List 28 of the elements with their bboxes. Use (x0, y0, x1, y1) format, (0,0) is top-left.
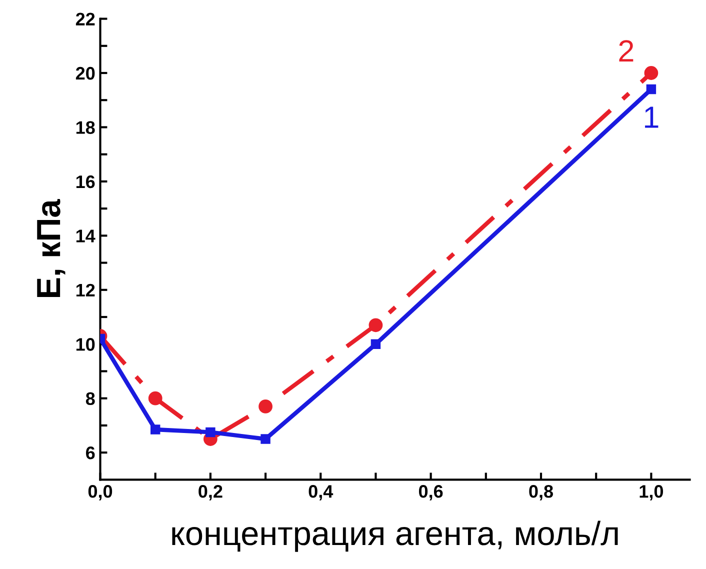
x-tick-label: 0,8 (529, 485, 554, 500)
y-tick-label: 14 (76, 230, 96, 242)
y-tick-label: 6 (86, 446, 95, 460)
x-tick-label: 0,6 (418, 485, 443, 500)
y-tick-label: 8 (86, 392, 95, 406)
x-tick-label: 0,0 (88, 485, 112, 500)
y-tick-label: 16 (76, 175, 95, 188)
series-label: 2 (619, 40, 634, 62)
point (646, 84, 656, 94)
point (370, 339, 381, 349)
y-tick-label: 18 (76, 121, 95, 134)
point (206, 427, 216, 438)
y-tick-label: 20 (76, 66, 95, 80)
point (644, 66, 658, 80)
x-tick-label: 0,4 (308, 485, 334, 500)
point (260, 434, 270, 444)
x-axis-title: концентрация агента, моль/л (172, 520, 618, 552)
point (368, 318, 383, 332)
point (148, 391, 162, 406)
y-tick-label: 12 (76, 284, 95, 296)
point (150, 424, 160, 434)
point (258, 400, 272, 414)
series-label: 1 (645, 106, 658, 128)
x-tick-label: 0,2 (198, 485, 222, 500)
y-axis-title: E, кПа (37, 199, 66, 297)
y-tick-label: 10 (76, 338, 95, 351)
x-tick-label: 1,0 (640, 485, 664, 500)
y-tick-label: 22 (76, 12, 95, 26)
